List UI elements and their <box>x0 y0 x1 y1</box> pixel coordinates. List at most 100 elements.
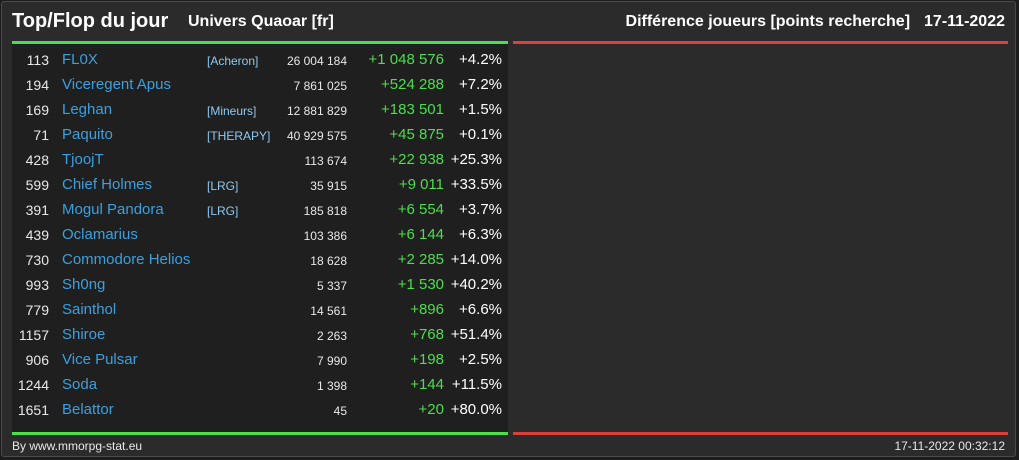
points-difference: +2 285 <box>397 251 444 268</box>
flop-bottom-divider <box>513 432 1008 435</box>
percent-change: +25.3% <box>450 151 502 168</box>
player-name-link[interactable]: FL0X <box>62 51 98 68</box>
player-name-link[interactable]: Belattor <box>62 401 114 418</box>
player-points: 7 990 <box>316 354 347 368</box>
player-points: 12 881 829 <box>286 104 347 118</box>
header: Top/Flop du jour Univers Quaoar [fr] Dif… <box>2 2 1017 42</box>
table-row: 1244 Soda 1 398 +144 +11.5% <box>12 374 508 399</box>
alliance-tag[interactable]: [LRG] <box>207 204 239 218</box>
player-rank: 599 <box>25 177 49 193</box>
percent-change: +6.6% <box>459 301 502 318</box>
alliance-tag[interactable]: [Mineurs] <box>207 104 257 118</box>
points-difference: +6 554 <box>397 201 444 218</box>
player-points: 45 <box>333 404 347 418</box>
percent-change: +33.5% <box>450 176 502 193</box>
points-difference: +6 144 <box>397 226 444 243</box>
alliance-tag[interactable]: [LRG] <box>207 179 239 193</box>
table-row: 1651 Belattor 45 +20 +80.0% <box>12 399 508 424</box>
player-name-link[interactable]: TjoojT <box>62 151 104 168</box>
table-row: 194 Viceregent Apus 7 861 025 +524 288 +7.2% <box>12 74 508 99</box>
percent-change: +3.7% <box>459 201 502 218</box>
player-name-link[interactable]: Vice Pulsar <box>62 351 138 368</box>
percent-change: +6.3% <box>459 226 502 243</box>
top-players-list: 113 FL0X [Acheron] 26 004 184 +1 048 576 +4.2… <box>12 44 508 432</box>
flop-players-list <box>513 44 1008 432</box>
player-points: 1 398 <box>316 379 347 393</box>
top-divider <box>12 41 508 44</box>
page-title: Top/Flop du jour <box>12 10 169 32</box>
player-name-link[interactable]: Sainthol <box>62 301 117 318</box>
points-difference: +1 530 <box>397 276 444 293</box>
player-name-link[interactable]: Shiroe <box>62 326 106 343</box>
top-bottom-divider <box>12 432 508 435</box>
points-difference: +198 <box>410 351 444 368</box>
flop-divider <box>513 41 1008 44</box>
table-row: 113 FL0X [Acheron] 26 004 184 +1 048 576 +4.2… <box>12 49 508 74</box>
points-difference: +1 048 576 <box>368 51 445 68</box>
percent-change: +51.4% <box>450 326 502 343</box>
player-points: 35 915 <box>310 179 347 193</box>
points-difference: +144 <box>410 376 444 393</box>
points-difference: +20 <box>418 401 444 418</box>
points-difference: +22 938 <box>389 151 444 168</box>
player-name-link[interactable]: Viceregent Apus <box>62 76 171 93</box>
points-difference: +9 011 <box>398 176 444 193</box>
alliance-tag[interactable]: [Acheron] <box>207 54 259 68</box>
percent-change: +4.2% <box>459 51 502 68</box>
player-name-link[interactable]: Oclamarius <box>62 226 138 243</box>
player-rank: 779 <box>25 302 49 318</box>
table-row: 391 Mogul Pandora [LRG] 185 818 +6 554 +3.7% <box>12 199 508 224</box>
points-difference: +896 <box>410 301 444 318</box>
percent-change: +80.0% <box>450 401 502 418</box>
player-name-link[interactable]: Sh0ng <box>62 276 106 293</box>
player-points: 185 818 <box>303 204 347 218</box>
player-rank: 906 <box>25 352 49 368</box>
percent-change: +2.5% <box>459 351 502 368</box>
player-rank: 1651 <box>17 402 49 418</box>
table-row: 993 Sh0ng 5 337 +1 530 +40.2% <box>12 274 508 299</box>
points-difference: +183 501 <box>381 101 444 118</box>
player-name-link[interactable]: Chief Holmes <box>62 176 153 193</box>
points-difference: +524 288 <box>381 76 444 93</box>
table-row: 779 Sainthol 14 561 +896 +6.6% <box>12 299 508 324</box>
player-name-link[interactable]: Commodore Helios <box>62 251 191 268</box>
player-points: 40 929 575 <box>286 129 347 143</box>
player-rank: 993 <box>25 277 49 293</box>
header-date: 17-11-2022 <box>924 13 1005 30</box>
table-row: 439 Oclamarius 103 386 +6 144 +6.3% <box>12 224 508 249</box>
percent-change: +1.5% <box>459 101 502 118</box>
player-rank: 1244 <box>17 377 49 393</box>
player-rank: 730 <box>25 252 49 268</box>
player-points: 26 004 184 <box>286 54 347 68</box>
player-rank: 1157 <box>18 327 49 343</box>
player-rank: 71 <box>33 127 49 143</box>
player-name-link[interactable]: Paquito <box>62 126 113 143</box>
player-points: 5 337 <box>316 279 347 293</box>
percent-change: +40.2% <box>450 276 502 293</box>
player-rank: 428 <box>25 152 49 168</box>
player-rank: 194 <box>25 77 49 93</box>
percent-change: +11.5% <box>451 376 502 393</box>
table-row: 599 Chief Holmes [LRG] 35 915 +9 011 +33.5% <box>12 174 508 199</box>
player-rank: 439 <box>25 227 49 243</box>
player-points: 2 263 <box>316 329 347 343</box>
points-difference: +768 <box>410 326 444 343</box>
source-link[interactable]: By www.mmorpg-stat.eu <box>12 439 143 453</box>
table-row: 1157 Shiroe 2 263 +768 +51.4% <box>12 324 508 349</box>
player-rank: 113 <box>26 52 49 68</box>
table-row: 906 Vice Pulsar 7 990 +198 +2.5% <box>12 349 508 374</box>
player-name-link[interactable]: Mogul Pandora <box>62 201 164 218</box>
player-points: 18 628 <box>310 254 347 268</box>
player-points: 103 386 <box>303 229 347 243</box>
percent-change: +0.1% <box>459 126 502 143</box>
player-name-link[interactable]: Soda <box>62 376 98 393</box>
alliance-tag[interactable]: [THERAPY] <box>207 129 271 143</box>
metric-label: Différence joueurs [points recherche] <box>625 13 911 30</box>
universe-label: Univers Quaoar [fr] <box>188 13 334 30</box>
percent-change: +14.0% <box>450 251 502 268</box>
table-row: 71 Paquito [THERAPY] 40 929 575 +45 875 +0.1% <box>12 124 508 149</box>
player-name-link[interactable]: Leghan <box>62 101 113 118</box>
player-rank: 169 <box>25 102 49 118</box>
percent-change: +7.2% <box>459 76 502 93</box>
